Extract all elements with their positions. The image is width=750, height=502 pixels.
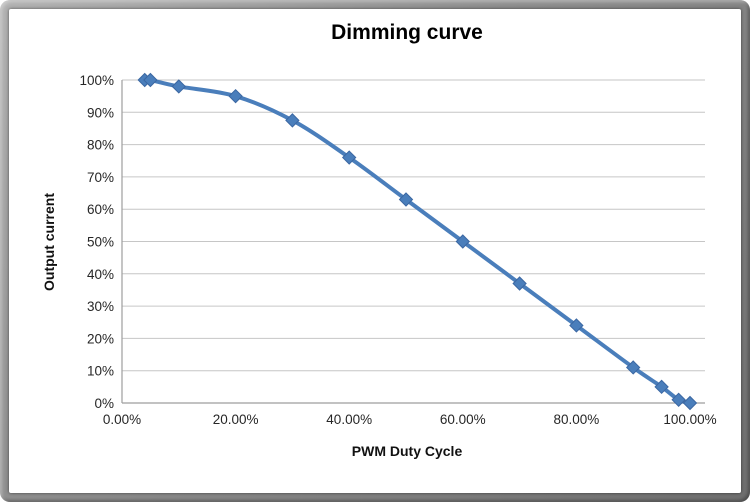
data-point-marker (398, 192, 414, 207)
x-tick-label: 100.00% (663, 412, 716, 427)
y-tick-label: 60% (87, 202, 114, 217)
x-tick-label: 60.00% (440, 412, 486, 427)
y-tick-label: 30% (87, 299, 114, 314)
data-point-marker (143, 72, 158, 88)
y-tick-label: 10% (87, 364, 114, 379)
y-tick-label: 80% (87, 138, 114, 153)
data-point-marker (569, 318, 584, 333)
chart-title: Dimming curve (331, 21, 483, 44)
x-tick-label: 80.00% (554, 412, 600, 427)
x-axis-title: PWM Duty Cycle (351, 443, 463, 459)
data-point-marker (512, 276, 527, 291)
y-tick-label: 20% (87, 331, 114, 346)
x-tick-label: 40.00% (326, 412, 372, 427)
y-tick-label: 100% (79, 73, 114, 88)
data-point-marker (285, 113, 300, 128)
data-point-marker (228, 88, 243, 104)
data-point-marker (671, 392, 686, 407)
y-tick-label: 70% (87, 170, 114, 185)
x-tick-label: 0.00% (103, 412, 141, 427)
data-point-marker (682, 395, 698, 411)
x-tick-label: 20.00% (213, 412, 259, 427)
data-point-marker (341, 150, 357, 165)
data-point-marker (455, 234, 471, 249)
y-tick-label: 50% (87, 235, 114, 250)
y-tick-label: 90% (87, 105, 114, 120)
data-point-marker (625, 360, 641, 375)
data-point-marker (654, 379, 669, 395)
y-tick-label: 0% (94, 396, 114, 411)
chart-canvas: Dimming curve 0% 10% 20% 30% 40% 50% 60% 70% 80%… (9, 9, 741, 493)
dimming-curve-plot: 0% 10% 20% 30% 40% 50% 60% 70% 80% 90% 100% 0.00% 20… (79, 72, 717, 427)
y-axis-title: Output current (41, 193, 57, 291)
data-point-marker (171, 79, 187, 94)
y-tick-label: 40% (87, 267, 114, 282)
dimming-curve-line (142, 77, 692, 405)
